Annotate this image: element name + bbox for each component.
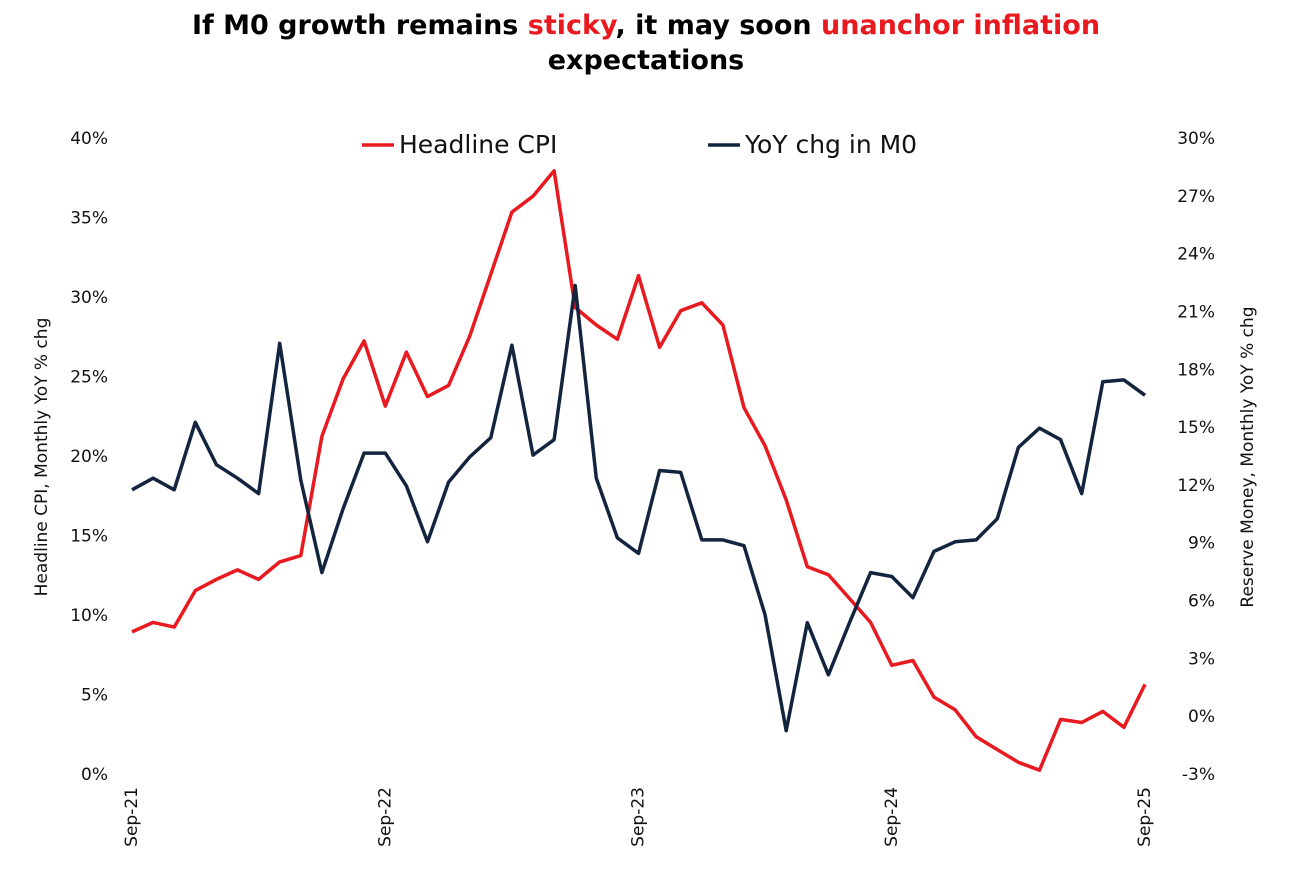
legend-label: Headline CPI: [399, 130, 557, 159]
chart-title: If M0 growth remains sticky, it may soon…: [192, 10, 1100, 41]
x-tick-label: Sep-24: [882, 787, 902, 847]
title-part: unanchor inflation: [821, 10, 1100, 41]
y2-tick-label: 0%: [1188, 707, 1215, 727]
y2-tick-label: 15%: [1177, 418, 1215, 438]
x-tick-label: Sep-22: [375, 787, 395, 847]
x-tick-label: Sep-25: [1135, 787, 1155, 847]
title-part: , it may soon: [615, 10, 821, 41]
title-part: expectations: [548, 45, 745, 76]
y-tick-label: 10%: [70, 606, 108, 626]
y2-tick-label: 27%: [1177, 187, 1215, 207]
y-tick-label: 30%: [70, 288, 108, 308]
y2-tick-label: 12%: [1177, 476, 1215, 496]
y-tick-label: 25%: [70, 368, 108, 388]
y-tick-label: 40%: [70, 129, 108, 149]
y2-tick-label: 21%: [1177, 302, 1215, 322]
y2-tick-label: 9%: [1188, 534, 1215, 554]
y-tick-label: 5%: [81, 686, 108, 706]
y2-tick-label: 24%: [1177, 245, 1215, 265]
y2-axis-title: Reserve Money, Monthly YoY % chg: [1238, 306, 1258, 607]
y2-tick-label: 18%: [1177, 360, 1215, 380]
y2-tick-label: 30%: [1177, 129, 1215, 149]
series-line: [131, 169, 1147, 772]
y-tick-label: 15%: [70, 527, 108, 547]
chart-title-line-2: expectations: [548, 45, 745, 76]
title-part: If M0 growth remains: [192, 10, 528, 41]
y-tick-label: 0%: [81, 765, 108, 785]
y-tick-label: 20%: [70, 447, 108, 467]
y2-tick-label: 6%: [1188, 592, 1215, 612]
y-axis-title: Headline CPI, Monthly YoY % chg: [32, 318, 52, 597]
legend-label: YoY chg in M0: [744, 130, 917, 159]
title-part: sticky: [528, 10, 618, 41]
x-tick-label: Sep-23: [629, 787, 649, 847]
y2-tick-label: 3%: [1188, 649, 1215, 669]
x-tick-label: Sep-21: [122, 787, 142, 847]
y-tick-label: 35%: [70, 209, 108, 229]
series-line: [131, 283, 1147, 733]
y2-tick-label: -3%: [1182, 765, 1215, 785]
